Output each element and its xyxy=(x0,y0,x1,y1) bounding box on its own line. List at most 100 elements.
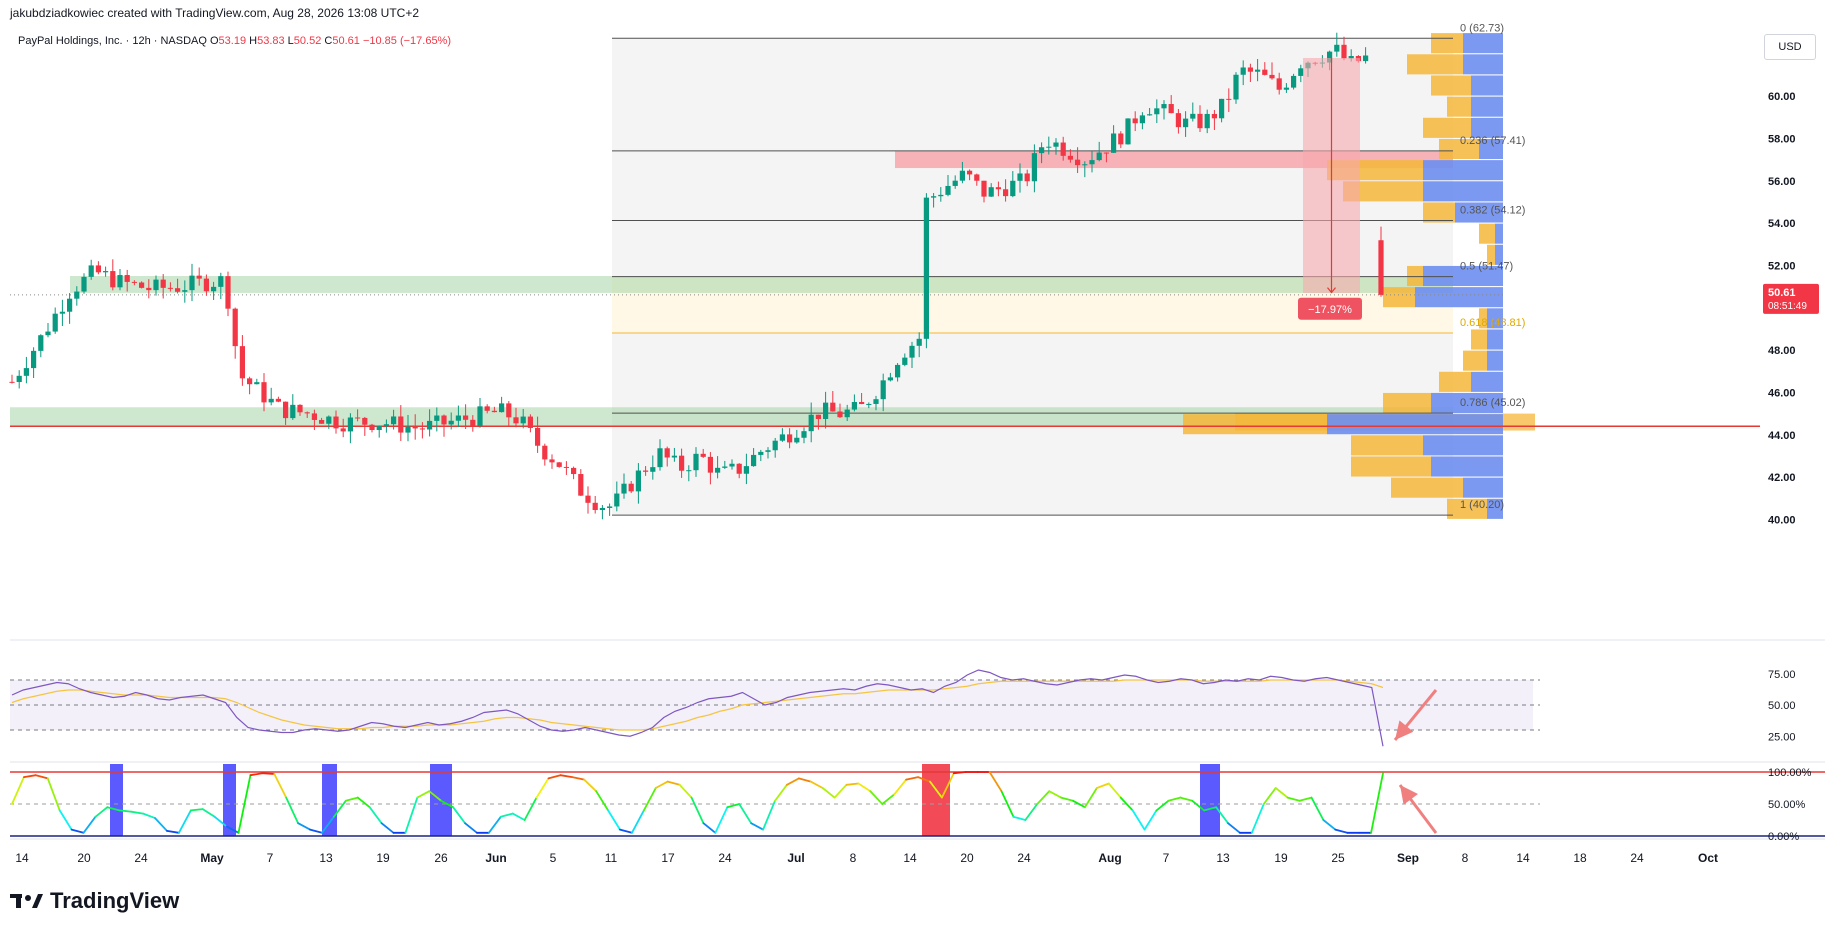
stoch-overbought-highlight xyxy=(922,764,950,836)
stoch-segment xyxy=(750,822,764,831)
candle xyxy=(419,422,425,439)
volume-profile-down xyxy=(1487,498,1503,519)
candle-body xyxy=(1082,164,1088,166)
candle-body xyxy=(362,417,368,425)
candle xyxy=(686,465,692,482)
stoch-segment xyxy=(511,812,526,821)
candle-body xyxy=(355,417,361,419)
candle xyxy=(376,425,382,438)
candle-body xyxy=(1125,118,1131,145)
candle-body xyxy=(1010,180,1016,197)
price-axis-tick: 52.00 xyxy=(1768,260,1796,272)
candle-body xyxy=(1103,152,1109,154)
stoch-segment xyxy=(678,783,693,799)
candle-body xyxy=(736,463,742,474)
candle xyxy=(664,446,670,467)
candle xyxy=(585,486,591,514)
stoch-segment xyxy=(225,825,240,834)
candle-body xyxy=(571,467,577,475)
candle-body xyxy=(1139,115,1145,124)
candle xyxy=(873,395,879,411)
stoch-segment xyxy=(416,790,431,799)
candle xyxy=(931,193,937,208)
candle-body xyxy=(1147,114,1153,116)
time-axis-tick: 24 xyxy=(134,851,148,865)
candle-body xyxy=(931,196,937,198)
open-label: O xyxy=(210,35,219,47)
stoch-segment xyxy=(714,806,729,834)
candle xyxy=(1168,95,1174,114)
stoch-oversold-highlight xyxy=(223,764,236,836)
candle-body xyxy=(448,420,454,425)
candle-body xyxy=(520,416,526,424)
fib-level-label: 0.236 (57.41) xyxy=(1460,135,1525,147)
stoch-segment xyxy=(809,780,824,789)
candle-body xyxy=(758,451,764,455)
candle xyxy=(412,414,418,440)
candle xyxy=(959,161,965,184)
candle xyxy=(167,282,173,292)
time-axis-tick: 26 xyxy=(434,851,448,865)
high-label: H xyxy=(249,35,257,47)
stoch-segment xyxy=(487,815,502,834)
candle xyxy=(837,403,843,419)
candle xyxy=(1161,100,1167,120)
candle xyxy=(1298,64,1304,83)
candle xyxy=(304,411,310,418)
stoch-segment xyxy=(428,790,443,802)
candle-body xyxy=(959,170,965,181)
candle-body xyxy=(866,403,872,405)
candle-body xyxy=(1154,108,1160,115)
time-axis-tick: 19 xyxy=(1274,851,1288,865)
tradingview-brand[interactable]: TradingView xyxy=(10,888,179,914)
stoch-segment xyxy=(261,772,276,775)
candle-body xyxy=(247,378,253,385)
candle-body xyxy=(131,281,137,283)
stoch-segment xyxy=(1131,809,1146,831)
stoch-segment xyxy=(917,776,931,783)
candle-body xyxy=(1363,55,1369,62)
candle-body xyxy=(455,415,461,421)
candle xyxy=(506,401,512,426)
candle-body xyxy=(664,448,670,458)
candle xyxy=(556,462,562,468)
tradingview-wordmark: TradingView xyxy=(50,888,180,913)
stoch-segment xyxy=(857,782,872,793)
candle-body xyxy=(1283,87,1289,90)
candle xyxy=(520,408,526,429)
time-axis-tick: Oct xyxy=(1698,851,1718,865)
candle xyxy=(758,449,764,462)
candle xyxy=(448,412,454,430)
candle-body xyxy=(196,275,202,279)
candle xyxy=(794,429,800,444)
currency-button[interactable]: USD xyxy=(1764,34,1816,60)
volume-profile-down xyxy=(1479,138,1503,160)
candle-body xyxy=(283,401,289,419)
candle-body xyxy=(1161,104,1167,109)
candle-body xyxy=(333,416,339,429)
candle xyxy=(1334,32,1340,57)
candle-body xyxy=(1024,173,1030,182)
candle xyxy=(1031,144,1037,193)
volume-profile-down xyxy=(1327,414,1503,435)
time-axis-tick: 24 xyxy=(718,851,732,865)
rsi-annotation-arrow xyxy=(1393,689,1438,741)
volume-profile-up xyxy=(1479,223,1495,244)
candle-body xyxy=(1378,240,1384,295)
candle-body xyxy=(1046,146,1052,148)
candle-body xyxy=(477,406,483,426)
candle xyxy=(139,281,145,289)
candle-body xyxy=(722,466,728,468)
stoch-segment xyxy=(654,780,669,789)
candle xyxy=(808,402,814,443)
stoch-segment xyxy=(738,803,753,825)
stoch-segment xyxy=(1143,809,1158,831)
candle xyxy=(124,269,130,292)
demand-zone-upper xyxy=(70,276,1453,293)
price-axis-tick: 40.00 xyxy=(1768,514,1796,526)
price-axis-tick: 46.00 xyxy=(1768,387,1796,399)
candle xyxy=(643,466,649,476)
candle-body xyxy=(542,445,548,460)
candle-body xyxy=(1039,147,1045,154)
